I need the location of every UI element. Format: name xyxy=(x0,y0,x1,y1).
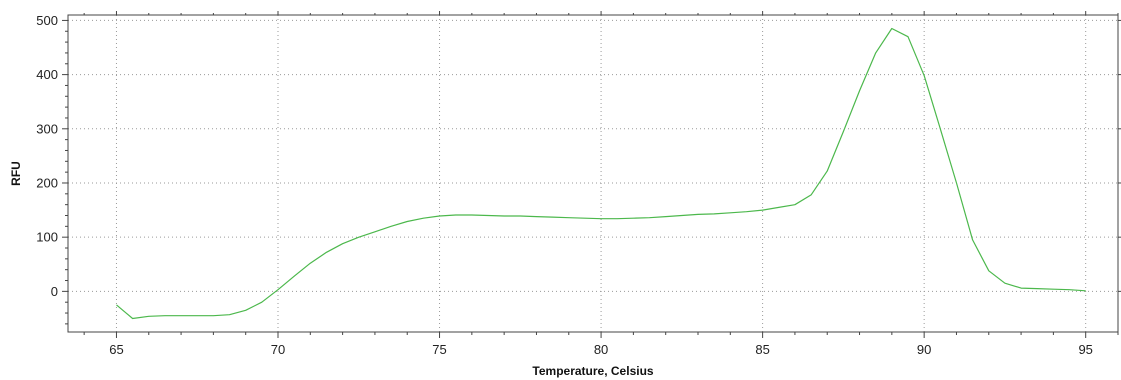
data-point xyxy=(665,216,666,217)
data-point xyxy=(746,211,747,212)
data-point xyxy=(584,218,585,219)
data-point xyxy=(197,315,198,316)
data-point xyxy=(326,252,327,253)
plot-area-frame xyxy=(67,14,1119,333)
gridlines xyxy=(68,15,1118,332)
series-line xyxy=(116,27,1086,320)
data-point xyxy=(294,276,295,277)
data-point xyxy=(261,302,262,303)
data-point xyxy=(940,128,941,129)
data-point xyxy=(875,52,876,53)
data-point xyxy=(843,131,844,132)
data-point xyxy=(633,218,634,219)
data-point xyxy=(649,217,650,218)
data-point xyxy=(439,215,440,216)
x-tick-label: 70 xyxy=(271,342,285,357)
y-tick-label: 200 xyxy=(36,175,58,190)
axis-ticks: 65 70 75 80 85 90 95 0 100 200 300 400 500 xyxy=(36,11,1121,357)
data-point xyxy=(374,231,375,232)
data-point xyxy=(277,289,278,290)
data-point xyxy=(423,218,424,219)
data-point xyxy=(859,90,860,91)
data-point xyxy=(907,36,908,37)
data-point xyxy=(681,215,682,216)
series-layer xyxy=(116,27,1086,320)
data-point xyxy=(213,315,214,316)
x-tick-label: 85 xyxy=(755,342,769,357)
x-tick-label: 65 xyxy=(109,342,123,357)
data-point xyxy=(794,204,795,205)
data-point xyxy=(1053,289,1054,290)
x-tick-label: 80 xyxy=(594,342,608,357)
data-point xyxy=(891,28,892,29)
data-point xyxy=(600,218,601,219)
data-point xyxy=(1069,289,1070,290)
data-point xyxy=(245,310,246,311)
data-point xyxy=(1020,288,1021,289)
data-point xyxy=(504,215,505,216)
y-tick-label: 100 xyxy=(36,230,58,245)
data-point xyxy=(390,226,391,227)
data-point xyxy=(148,316,149,317)
data-point xyxy=(229,314,230,315)
data-point xyxy=(568,217,569,218)
data-point xyxy=(1037,288,1038,289)
y-tick-label: 300 xyxy=(36,121,58,136)
x-tick-label: 95 xyxy=(1078,342,1092,357)
data-point xyxy=(730,212,731,213)
data-point xyxy=(972,239,973,240)
data-point xyxy=(956,182,957,183)
data-point xyxy=(536,216,537,217)
data-point xyxy=(358,237,359,238)
y-tick-label: 0 xyxy=(51,284,58,299)
data-point xyxy=(342,243,343,244)
data-point xyxy=(487,215,488,216)
data-point xyxy=(116,304,117,305)
data-point xyxy=(132,318,133,319)
data-point xyxy=(617,218,618,219)
data-point xyxy=(407,221,408,222)
y-axis-title: RFU xyxy=(9,161,23,186)
data-point xyxy=(810,194,811,195)
data-point xyxy=(714,213,715,214)
data-point xyxy=(552,217,553,218)
x-axis-title: Temperature, Celsius xyxy=(532,364,653,378)
data-point xyxy=(520,215,521,216)
data-point xyxy=(778,207,779,208)
data-point xyxy=(762,209,763,210)
x-tick-label: 75 xyxy=(432,342,446,357)
data-point xyxy=(1004,283,1005,284)
y-tick-label: 400 xyxy=(36,67,58,82)
data-point xyxy=(827,170,828,171)
data-point xyxy=(697,214,698,215)
data-point xyxy=(924,75,925,76)
data-point xyxy=(1085,290,1086,291)
data-point xyxy=(310,263,311,264)
data-point xyxy=(164,315,165,316)
data-point xyxy=(180,315,181,316)
data-point xyxy=(471,214,472,215)
data-point xyxy=(455,214,456,215)
data-point xyxy=(988,270,989,271)
y-tick-label: 500 xyxy=(36,13,58,28)
x-tick-label: 90 xyxy=(917,342,931,357)
